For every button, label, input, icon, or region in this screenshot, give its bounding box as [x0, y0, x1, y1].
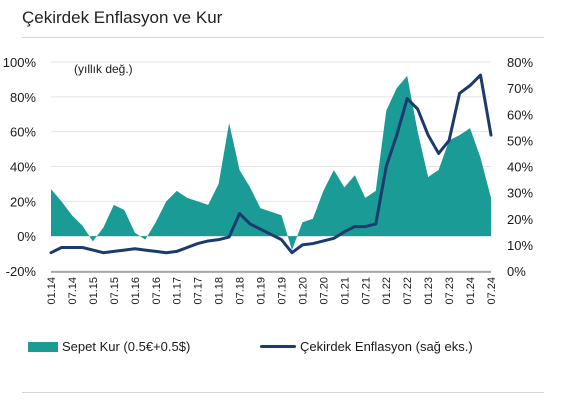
right-axis: 0% 10% 20% 30% 40% 50% 60% 70% 80%	[507, 55, 533, 279]
x-tick-label: 01.22	[381, 277, 393, 305]
cekirdek-enflasyon-line	[49, 73, 493, 255]
right-tick-label: 70%	[507, 81, 533, 96]
legend-swatch-area	[28, 341, 58, 352]
x-tick-label: 01.19	[256, 277, 268, 305]
x-tick-label: 07.23	[444, 277, 456, 305]
right-tick-label: 10%	[507, 238, 533, 253]
x-tick-label: 01.20	[297, 277, 309, 305]
chart-title: Çekirdek Enflasyon ve Kur	[22, 8, 223, 27]
left-tick-label: 20%	[10, 194, 36, 209]
right-tick-label: 0%	[507, 264, 526, 279]
legend-label-sepet-kur: Sepet Kur (0.5€+0.5$)	[62, 339, 191, 354]
sepet-kur-area-path	[51, 75, 491, 251]
right-tick-label: 40%	[507, 160, 533, 175]
left-tick-label: 40%	[10, 160, 36, 175]
right-tick-label: 50%	[507, 133, 533, 148]
x-tick-label: 07.21	[360, 277, 372, 305]
bottom-divider	[22, 392, 544, 393]
x-tick-label: 07.22	[402, 277, 414, 305]
left-tick-label: 80%	[10, 90, 36, 105]
legend-item-sepet-kur: Sepet Kur (0.5€+0.5$)	[28, 339, 190, 354]
sepet-kur-area	[51, 75, 491, 251]
x-tick-label: 01.15	[88, 277, 100, 305]
x-tick-label: 07.15	[109, 277, 121, 305]
x-tick-label: 01.23	[423, 277, 435, 305]
cekirdek-enflasyon-path	[49, 73, 493, 255]
left-tick-label: 0%	[17, 229, 36, 244]
right-tick-label: 60%	[507, 107, 533, 122]
title-divider	[22, 37, 544, 38]
left-tick-label: -20%	[6, 264, 37, 279]
x-tick-label: 07.16	[151, 277, 163, 305]
x-tick-label: 07.14	[67, 277, 79, 305]
x-tick-label: 01.17	[172, 277, 184, 305]
left-tick-label: 100%	[3, 55, 37, 70]
x-tick-label: 01.14	[46, 277, 58, 305]
right-tick-label: 80%	[507, 55, 533, 70]
right-tick-label: 20%	[507, 212, 533, 227]
left-tick-label: 60%	[10, 125, 36, 140]
left-axis: -20% 0% 20% 40% 60% 80% 100%	[3, 55, 37, 279]
x-axis: 01.14 07.14 01.15 07.15 01.16 07.16 01.17 07.17…	[46, 271, 498, 305]
x-tick-label: 07.17	[193, 277, 205, 305]
x-tick-label: 07.20	[318, 277, 330, 305]
chart-annotation: (yıllık değ.)	[74, 62, 133, 76]
x-tick-label: 01.21	[339, 277, 351, 305]
x-tick-label: 07.19	[276, 277, 288, 305]
legend-swatch-line	[260, 345, 296, 348]
right-tick-label: 30%	[507, 186, 533, 201]
legend-item-cekirdek: Çekirdek Enflasyon (sağ eks.)	[260, 339, 473, 354]
x-tick-label: 07.24	[486, 277, 498, 305]
x-tick-label: 01.18	[214, 277, 226, 305]
x-tick-label: 07.18	[235, 277, 247, 305]
x-tick-label: 01.16	[130, 277, 142, 305]
legend-label-cekirdek: Çekirdek Enflasyon (sağ eks.)	[300, 339, 473, 354]
x-tick-label: 01.24	[465, 277, 477, 305]
